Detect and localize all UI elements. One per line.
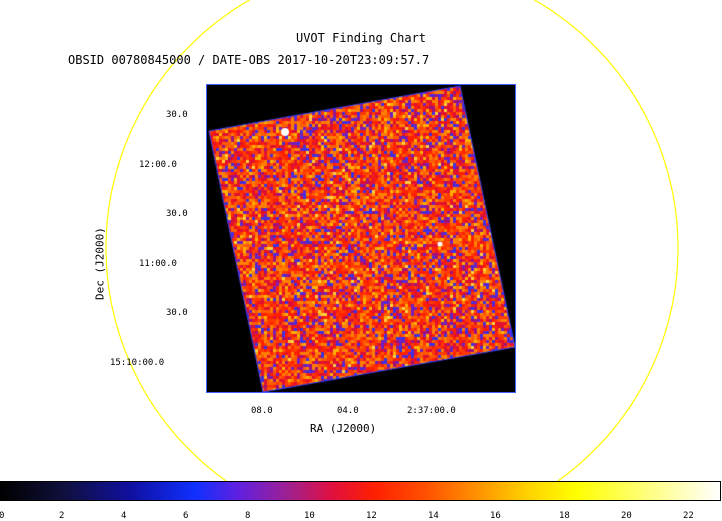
colorbar xyxy=(0,481,721,501)
dec-tick: 30.0 xyxy=(166,110,188,120)
chart-subtitle: OBSID 00780845000 / DATE-OBS 2017-10-20T… xyxy=(68,53,430,67)
colorbar-tick: 18 xyxy=(559,511,570,521)
sky-image xyxy=(206,84,516,393)
colorbar-tick: 12 xyxy=(366,511,377,521)
ra-axis-label: RA (J2000) xyxy=(310,422,377,435)
dec-tick: 15:10:00.0 xyxy=(110,358,165,368)
field-of-view-circle xyxy=(105,0,679,481)
ra-tick: 04.0 xyxy=(337,406,359,416)
colorbar-tick: 22 xyxy=(683,511,694,521)
colorbar-tick: 14 xyxy=(428,511,439,521)
dec-tick: 11:00.0 xyxy=(139,259,177,269)
colorbar-tick: 16 xyxy=(490,511,501,521)
colorbar-tick: 8 xyxy=(245,511,251,521)
colorbar-tick: 4 xyxy=(121,511,127,521)
dec-tick: 30.0 xyxy=(166,209,188,219)
dec-axis-label: Dec (J2000) xyxy=(93,227,107,300)
dec-tick: 30.0 xyxy=(166,308,188,318)
dec-tick: 12:00.0 xyxy=(139,160,177,170)
colorbar-tick: 10 xyxy=(304,511,315,521)
colorbar-tick: 0 xyxy=(0,511,5,521)
colorbar-tick: 20 xyxy=(621,511,632,521)
sky-image-pixels xyxy=(207,85,515,392)
colorbar-tick: 6 xyxy=(183,511,189,521)
ra-tick: 2:37:00.0 xyxy=(407,406,456,416)
colorbar-tick: 2 xyxy=(59,511,65,521)
ra-tick: 08.0 xyxy=(251,406,273,416)
chart-title: UVOT Finding Chart xyxy=(295,31,427,45)
